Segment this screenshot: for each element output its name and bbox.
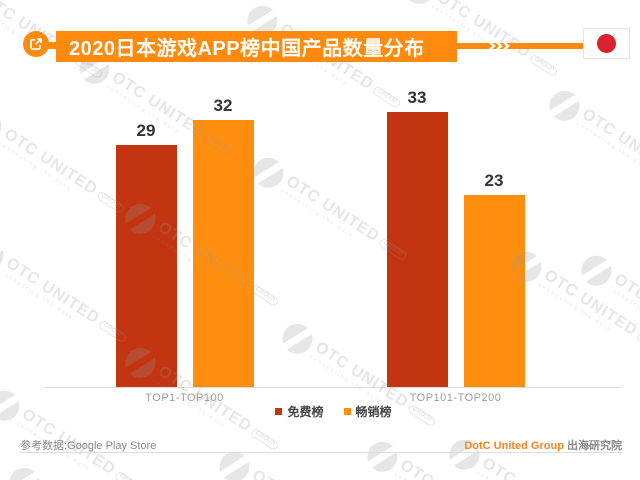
- legend-label: 免费榜: [287, 405, 324, 419]
- brand-credit: DotC United Group 出海研究院: [464, 437, 622, 453]
- title-banner: 2020日本游戏APP榜中国产品数量分布: [56, 31, 457, 62]
- badge-connector: [47, 42, 58, 49]
- page-title: 2020日本游戏APP榜中国产品数量分布: [69, 38, 425, 60]
- plot-area: 29 32 TOP1-TOP100 33 23 TOP101-TOP200: [45, 88, 622, 404]
- watermark-text: OTC UNITED: [479, 455, 579, 480]
- watermark-text: OTC UNITED: [249, 467, 349, 480]
- bar-chart: 29 32 TOP1-TOP100 33 23 TOP101-TOP200 免费榜 畅销榜: [45, 88, 622, 419]
- bar-value-label: 32: [213, 96, 233, 116]
- bar-免费榜-TOP101-TOP200: 33: [386, 88, 448, 387]
- watermark-logo-icon: [0, 105, 8, 147]
- legend-swatch: [275, 408, 283, 415]
- watermark-logo-icon: [3, 462, 46, 480]
- japan-flag-sun: [597, 34, 616, 53]
- brand-suffix: 出海研究院: [563, 440, 622, 452]
- share-button[interactable]: [23, 31, 49, 57]
- category-label: TOP101-TOP200: [409, 392, 502, 404]
- japan-flag-icon: [583, 28, 630, 59]
- watermark-logo-icon: [0, 385, 26, 427]
- legend-item: 畅销榜: [343, 403, 392, 420]
- watermark-badge: GROUP: [635, 331, 640, 355]
- watermark-tagline: connecting the dots: [393, 472, 514, 480]
- brand-name: DotC United Group: [464, 440, 564, 452]
- bar-group: 33 23: [386, 88, 525, 387]
- legend-label: 畅销榜: [355, 405, 392, 419]
- footer: 参考数据:Google Play Store DotC United Group…: [20, 437, 622, 453]
- bar-value-label: 23: [484, 171, 504, 191]
- bar-value-label: 33: [407, 88, 427, 108]
- legend-swatch: [343, 408, 351, 415]
- category-label: TOP1-TOP100: [145, 392, 224, 404]
- watermark-logo-icon: [0, 234, 10, 276]
- watermark-tagline: connecting the dots: [475, 470, 596, 480]
- legend-item: 免费榜: [275, 403, 324, 420]
- bar-value-label: 29: [136, 121, 156, 141]
- bar-畅销榜-TOP101-TOP200: 23: [463, 171, 525, 387]
- watermark-badge: GROUP: [113, 470, 144, 480]
- header: 2020日本游戏APP榜中国产品数量分布: [0, 0, 640, 70]
- double-chevron-right-icon: [488, 40, 510, 52]
- header-line: [457, 43, 583, 49]
- legend: 免费榜 畅销榜: [45, 403, 622, 420]
- watermark-text: OTC UNITED: [397, 457, 497, 480]
- data-source-note: 参考数据:Google Play Store: [20, 440, 157, 452]
- bar-group: 29 32: [115, 96, 254, 387]
- bar-畅销榜-TOP1-TOP100: 32: [192, 96, 254, 387]
- bar-免费榜-TOP1-TOP100: 29: [115, 121, 177, 387]
- share-arrow-icon: [30, 38, 42, 50]
- footer-divider: [20, 452, 622, 453]
